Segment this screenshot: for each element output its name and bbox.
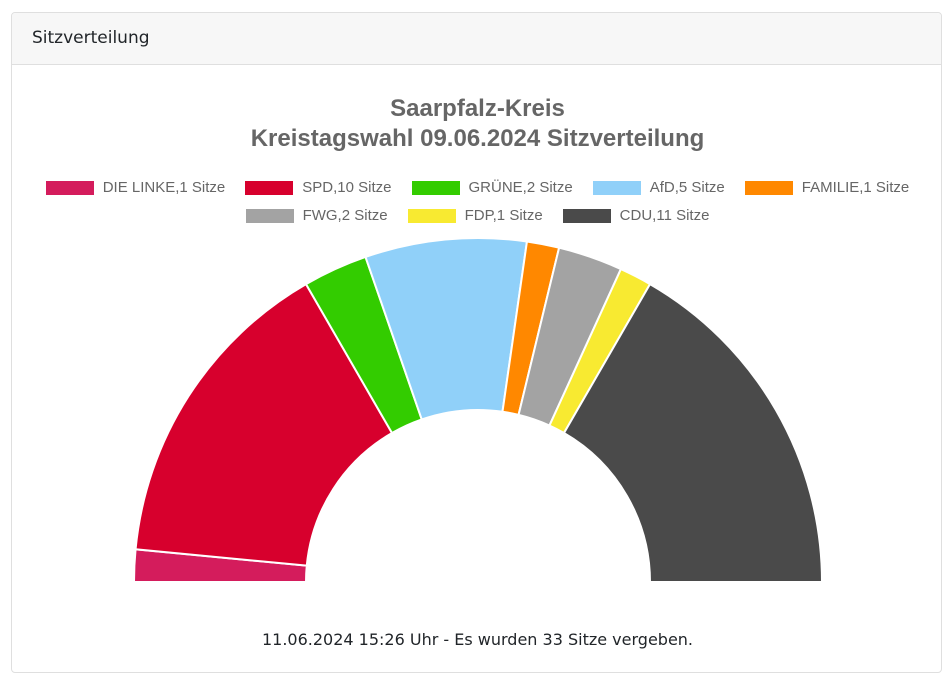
seat-arc-chart: [132, 238, 824, 583]
legend-swatch-die-linke: [45, 180, 94, 195]
legend-swatch-spd: [245, 180, 294, 195]
legend-item-cdu[interactable]: CDU,11 Sitze: [562, 207, 710, 224]
legend-row-2: FWG,2 Sitze FDP,1 Sitze CDU,11 Sitze: [12, 207, 943, 224]
legend-swatch-cdu: [562, 208, 611, 223]
legend-label-gruene: GRÜNE,2 Sitze: [468, 179, 573, 196]
chart-footer-text: 11.06.2024 15:26 Uhr - Es wurden 33 Sitz…: [261, 630, 694, 649]
legend-item-spd[interactable]: SPD,10 Sitze: [245, 179, 392, 196]
legend-label-cdu: CDU,11 Sitze: [619, 207, 710, 224]
legend-item-die-linke[interactable]: DIE LINKE,1 Sitze: [45, 179, 226, 196]
legend-label-die-linke: DIE LINKE,1 Sitze: [102, 179, 226, 196]
legend-item-fdp[interactable]: FDP,1 Sitze: [407, 207, 543, 224]
legend-swatch-afd: [592, 180, 641, 195]
legend-item-familie[interactable]: FAMILIE,1 Sitze: [744, 179, 910, 196]
chart-title-line-2: Kreistagswahl 09.06.2024 Sitzverteilung: [250, 125, 705, 152]
card-header: Sitzverteilung: [12, 13, 941, 65]
legend-item-fwg[interactable]: FWG,2 Sitze: [245, 207, 388, 224]
arc-segment-cdu[interactable]: [562, 282, 824, 583]
legend-item-afd[interactable]: AfD,5 Sitze: [592, 179, 725, 196]
legend-swatch-familie: [744, 180, 793, 195]
legend-label-familie: FAMILIE,1 Sitze: [801, 179, 910, 196]
legend-label-spd: SPD,10 Sitze: [302, 179, 392, 196]
legend-label-afd: AfD,5 Sitze: [649, 179, 725, 196]
legend-item-gruene[interactable]: GRÜNE,2 Sitze: [411, 179, 573, 196]
legend-label-fdp: FDP,1 Sitze: [464, 207, 543, 224]
legend-swatch-fwg: [245, 208, 294, 223]
seat-distribution-card: Sitzverteilung Saarpfalz-Kreis Kreistags…: [11, 12, 942, 673]
chart-title-line-1: Saarpfalz-Kreis: [390, 95, 565, 122]
legend-label-fwg: FWG,2 Sitze: [302, 207, 388, 224]
legend-swatch-fdp: [407, 208, 456, 223]
legend-swatch-gruene: [411, 180, 460, 195]
legend-row-1: DIE LINKE,1 Sitze SPD,10 Sitze GRÜNE,2 S…: [12, 179, 943, 196]
arc-segment-spd[interactable]: [134, 282, 394, 567]
